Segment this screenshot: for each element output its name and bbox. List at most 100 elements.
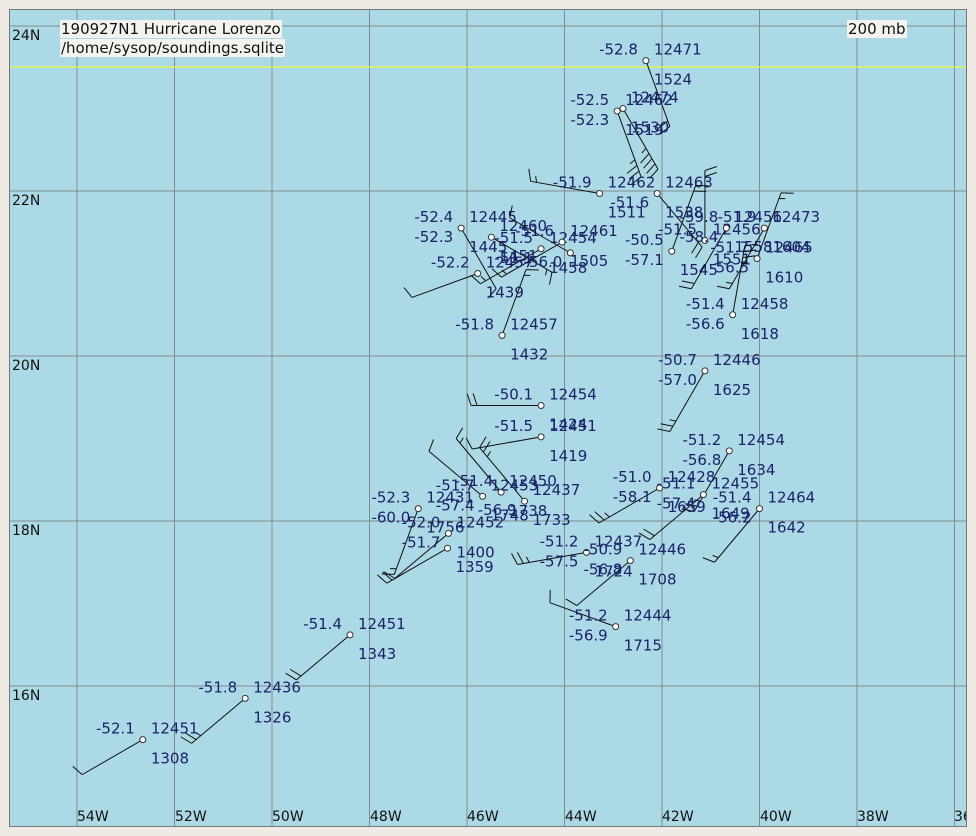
station-dewpoint: -56.8 (584, 561, 623, 579)
wind-barb-staff (671, 185, 697, 252)
station-time: 1538 (665, 203, 703, 221)
station-marker (537, 433, 545, 441)
wind-barb-staff (501, 269, 527, 336)
lon-label-36w: 36W (954, 809, 966, 825)
station-temperature: -51.4 (454, 472, 493, 490)
station-height: 12436 (253, 678, 301, 696)
station-marker (613, 107, 621, 115)
wind-barb-staff (714, 508, 760, 563)
station-temperature: -51.0 (613, 468, 652, 486)
station-time: 1733 (533, 511, 571, 529)
wind-barb-half-feather (486, 451, 491, 458)
station-height: 12428 (668, 468, 716, 486)
wind-barb-half-feather (545, 269, 548, 276)
wind-barb-feather (643, 528, 655, 537)
station-temperature: -50.9 (584, 541, 623, 559)
station-dewpoint: -60.0 (371, 509, 410, 527)
wind-barb-feather (630, 176, 642, 186)
station-height: 12451 (151, 720, 199, 738)
station-time: 1511 (608, 203, 646, 221)
wind-barb-feather (289, 668, 302, 677)
station-height: 12451 (549, 417, 597, 435)
wind-barb-half-feather (669, 419, 677, 422)
station-marker (722, 224, 730, 232)
station-time: 1649 (711, 505, 749, 523)
station-height: 12474 (631, 89, 679, 107)
station-height: 12454 (737, 431, 785, 449)
wind-barb-half-feather (480, 276, 487, 282)
wind-barb-feather (691, 242, 699, 254)
lon-label-38w: 38W (857, 809, 889, 825)
lat-label-18n: 18N (12, 523, 41, 539)
wind-barb-feather (640, 153, 650, 164)
database-path: /home/sysop/soundings.sqlite (60, 39, 285, 57)
station-temperature: -52.2 (431, 254, 470, 272)
station-marker (668, 247, 676, 255)
station-time: 1625 (713, 381, 751, 399)
wind-barb-feather (565, 598, 577, 607)
wind-barb-staff (411, 273, 478, 298)
station-height: 12452 (456, 513, 504, 531)
wind-barb-staff (649, 494, 704, 540)
wind-barb-staff (576, 560, 631, 606)
station-marker (653, 189, 661, 197)
wind-barb-half-feather (726, 281, 733, 285)
wind-barb-feather (72, 765, 83, 775)
station-height: 12437 (594, 532, 642, 550)
station-temperature: -51.9 (553, 173, 592, 191)
station-height: 12453 (491, 476, 539, 494)
wind-barb-staff (428, 450, 483, 497)
station-marker (558, 238, 566, 246)
station-dewpoint: -57.4 (657, 495, 696, 513)
station-dewpoint: -56.8 (682, 451, 721, 469)
station-temperature: -52.4 (414, 208, 453, 226)
station-temperature: -52.8 (599, 41, 638, 59)
sounding-map[interactable]: -52.8 12471 1524 -52.5 12462 -52.3 1519 12474 15… (9, 9, 967, 827)
map-canvas: -52.8 12471 1524 -52.5 12462 -52.3 1519 12474 15… (10, 10, 966, 826)
station-time: 1519 (625, 121, 663, 139)
wind-barb-feather (742, 255, 756, 259)
station-time: 1458 (549, 259, 587, 277)
wind-barb-staff (656, 193, 703, 248)
station-marker (701, 367, 709, 375)
wind-barb-staff (191, 697, 246, 744)
wind-barb-staff (690, 227, 727, 289)
station-time: 1439 (486, 284, 524, 302)
station-time: 1659 (668, 498, 706, 516)
wind-barb-feather (704, 166, 718, 171)
station-marker (756, 505, 763, 513)
wind-barb-feather (516, 552, 524, 564)
station-temperature: -51.5 (658, 221, 697, 239)
station-marker (619, 105, 627, 112)
wind-barb-staff (472, 436, 542, 450)
station-dewpoint: -51.7 (402, 533, 441, 551)
wind-barb-feather (638, 532, 651, 541)
station-dewpoint: -57.5 (540, 552, 579, 570)
wind-barb-feather (185, 732, 197, 740)
wind-barb-staff (491, 236, 553, 273)
station-temperature: -50.5 (625, 231, 664, 249)
station-temperature: -52.1 (96, 720, 135, 738)
station-temperature: -51.5 (494, 229, 533, 247)
wind-barb-feather (744, 243, 758, 247)
station-dewpoint: -57.1 (625, 251, 664, 269)
station-height: 12473 (772, 208, 820, 226)
station-dewpoint: -57.4 (436, 496, 475, 514)
station-time: 1451 (499, 247, 537, 265)
station-marker (479, 492, 487, 500)
station-marker (474, 270, 482, 277)
wind-barb-feather (479, 436, 487, 448)
wind-barb-staff (501, 241, 563, 278)
wind-barb-staff (549, 602, 616, 628)
station-time: 1618 (741, 325, 779, 343)
station-temperature: -52.5 (570, 91, 609, 109)
station-temperature: -51.9 (718, 208, 757, 226)
station-time: 1708 (638, 571, 676, 589)
map-title: 190927N1 Hurricane Lorenzo (60, 20, 282, 38)
wind-barb-feather (528, 168, 532, 182)
lat-label-16n: 16N (12, 688, 41, 704)
station-temperature: -51.7 (436, 476, 475, 494)
station-marker (699, 491, 707, 499)
wind-barb-feather (487, 288, 497, 299)
wind-barb-staff (728, 227, 765, 289)
